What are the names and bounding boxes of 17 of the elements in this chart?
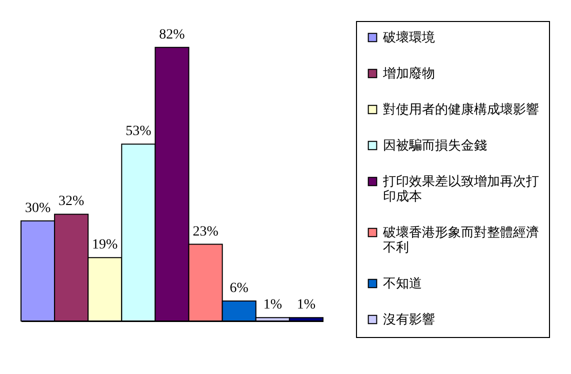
legend-label: 對使用者的健康構成壞影響 <box>383 102 539 116</box>
data-label: 53% <box>126 124 152 140</box>
data-label: 23% <box>192 224 219 240</box>
legend-label: 破壞香港形象而對整體經濟不利 <box>382 224 539 254</box>
data-label: 30% <box>24 200 51 216</box>
legend-label: 沒有影響 <box>383 312 435 326</box>
data-label: 1% <box>263 298 282 313</box>
legend-label: 增加廢物 <box>382 66 435 80</box>
legend-label: 破壞環境 <box>382 30 435 44</box>
legend-label: 打印效果差以致增加再次打印成本 <box>382 174 539 204</box>
data-label: 32% <box>58 194 84 210</box>
legend-label: 因被騙而損失金錢 <box>383 138 487 152</box>
data-label: 82% <box>159 27 186 42</box>
data-label: 1% <box>296 298 316 313</box>
data-label: 19% <box>92 238 118 253</box>
legend-label: 不知道 <box>383 276 422 290</box>
data-label: 6% <box>230 280 249 296</box>
